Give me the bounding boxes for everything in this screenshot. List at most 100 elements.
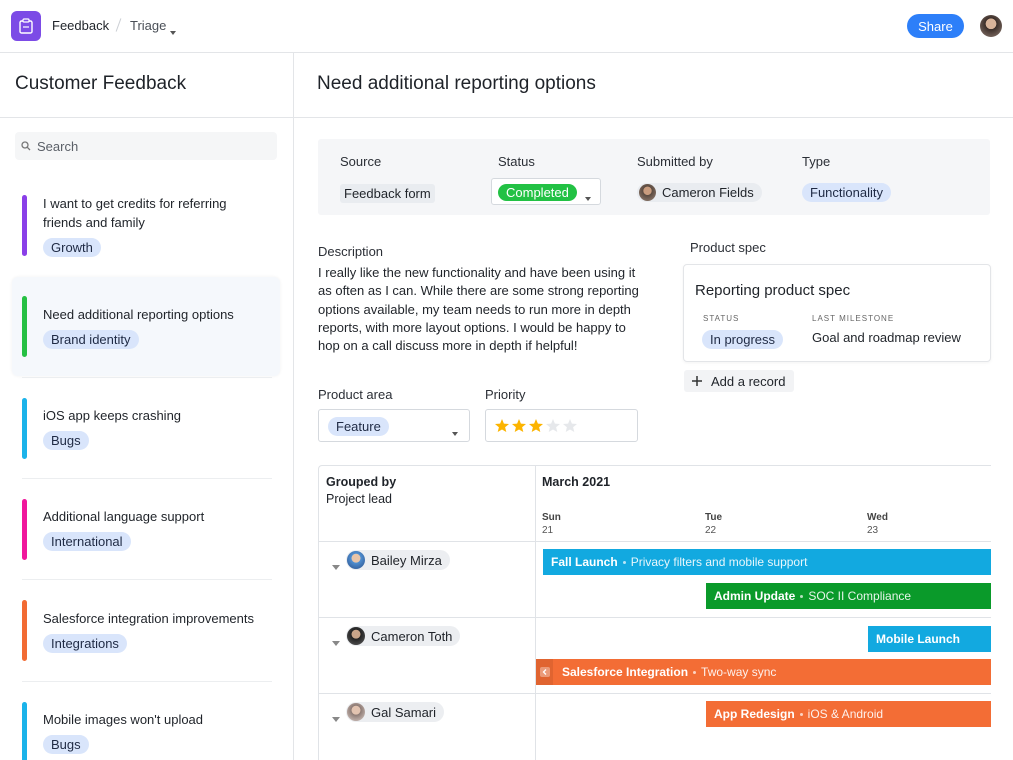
lead-name: Bailey Mirza <box>371 552 442 568</box>
bar-title: Mobile Launch <box>876 632 960 646</box>
icon <box>332 717 340 722</box>
icon <box>332 565 340 570</box>
view-name[interactable]: Triage <box>130 18 167 33</box>
timeline-bar[interactable]: Admin Update SOC II Compliance <box>706 583 991 609</box>
item-tag: Brand identity <box>43 329 139 349</box>
item-tag: Bugs <box>43 735 89 754</box>
collapse-caret[interactable] <box>332 634 340 649</box>
item-content: Mobile images won't upload Bugs <box>43 710 268 754</box>
item-tag: Growth <box>43 238 101 257</box>
bar-separator <box>693 670 697 674</box>
feedback-item[interactable]: Mobile images won't upload Bugs <box>12 682 280 760</box>
icon <box>495 419 509 432</box>
field-label: Type <box>802 154 831 169</box>
timeline-bar[interactable]: Salesforce Integration Two-way sync <box>536 659 991 685</box>
field-label: Submitted by <box>637 154 713 169</box>
icon <box>332 641 340 646</box>
milestone-label: LAST MILESTONE <box>812 314 895 323</box>
item-tag: Integrations <box>43 633 127 653</box>
item-content: Additional language support International <box>43 507 268 552</box>
user-avatar[interactable] <box>980 15 1002 37</box>
item-title: Mobile images won't upload <box>43 712 204 727</box>
product-area-select[interactable]: Feature <box>318 409 470 442</box>
bar-subtitle: Privacy filters and mobile support <box>630 555 808 569</box>
star[interactable] <box>529 419 543 435</box>
lead-chip: Gal Samari <box>346 702 445 722</box>
item-accent <box>22 397 27 459</box>
grouped-by: Grouped by <box>326 475 397 489</box>
item-title: Salesforce integration improvements <box>43 610 254 626</box>
day-name: Wed <box>867 512 888 523</box>
sidebar-border <box>293 53 294 760</box>
bar-separator <box>800 594 804 598</box>
status-pill: Completed <box>498 184 577 201</box>
search-box[interactable]: Search <box>15 132 277 160</box>
lead-name: Cameron Toth <box>371 628 453 644</box>
type-pill: Functionality <box>802 183 891 202</box>
group-field: Project lead <box>326 492 393 506</box>
lead-avatar <box>347 551 365 569</box>
collapse-caret[interactable] <box>332 558 340 573</box>
icon <box>692 376 702 386</box>
search-icon <box>21 141 31 151</box>
star[interactable] <box>512 419 526 435</box>
milestone: Goal and roadmap review <box>812 330 961 345</box>
plus-icon <box>692 376 702 386</box>
month: March 2021 <box>542 475 611 489</box>
lead-avatar <box>347 703 365 721</box>
share-button[interactable]: Share <box>907 14 964 38</box>
field-value: Feedback form <box>340 184 435 203</box>
lead-name: Gal Samari <box>371 704 437 720</box>
bar-subtitle: iOS & Android <box>807 707 884 721</box>
field-label: Status <box>498 154 535 169</box>
item-separator <box>22 680 272 682</box>
feedback-item[interactable]: Additional language support International <box>12 479 280 580</box>
day-name: Tue <box>705 512 723 523</box>
item-title: Need additional reporting options <box>43 306 234 322</box>
feedback-item[interactable]: Need additional reporting options Brand i… <box>12 277 280 377</box>
priority-label: Priority <box>485 387 526 402</box>
star[interactable] <box>563 419 577 435</box>
item-accent <box>22 600 27 662</box>
feedback-item[interactable]: I want to get credits for referring frie… <box>12 175 280 276</box>
field-label: Source <box>340 154 382 169</box>
share-label[interactable]: Share <box>918 18 953 34</box>
timeline: Grouped by Project lead March 2021 Sun 21 Tue… <box>318 465 991 760</box>
day-name: Sun <box>542 512 561 523</box>
timeline-bar[interactable]: Mobile Launch <box>868 626 991 652</box>
search-placeholder: Search <box>37 138 79 154</box>
feedback-item[interactable]: iOS app keeps crashing Bugs <box>12 378 280 479</box>
item-content: iOS app keeps crashing Bugs <box>43 406 268 451</box>
status-select[interactable]: Completed <box>491 178 601 205</box>
item-accent <box>22 296 27 358</box>
collapse-caret[interactable] <box>332 710 340 725</box>
item-tag: Bugs <box>43 431 89 451</box>
star[interactable] <box>495 419 509 435</box>
product-spec-label: Product spec <box>690 240 766 255</box>
timeline-bar[interactable]: App Redesign iOS & Android <box>706 701 991 727</box>
bar-subtitle: SOC II Compliance <box>808 589 912 603</box>
feedback-item[interactable]: Salesforce integration improvements Integ… <box>12 580 280 681</box>
product-area-pill: Feature <box>328 417 389 436</box>
item-tag: International <box>43 532 131 552</box>
timeline-bar[interactable]: Fall Launch Privacy filters and mobile su… <box>543 549 991 575</box>
bar-back-icon <box>536 659 553 685</box>
lead-chip: Bailey Mirza <box>346 550 450 570</box>
select-caret <box>452 424 458 439</box>
icon <box>21 141 31 151</box>
star[interactable] <box>546 419 560 435</box>
icon <box>170 31 176 35</box>
bar-separator <box>799 712 803 716</box>
spec-card[interactable]: Reporting product spec STATUS In progress L… <box>683 264 991 362</box>
add-record-button[interactable]: Add a record <box>684 370 794 392</box>
priority-box <box>485 409 638 442</box>
group-border <box>319 617 991 618</box>
user-chip: Cameron Fields <box>637 183 762 202</box>
app-name[interactable]: Feedback <box>52 18 110 33</box>
breadcrumb-sep <box>115 18 122 32</box>
bar-title: Salesforce Integration <box>562 665 689 679</box>
user-avatar <box>639 184 656 201</box>
spec-title: Reporting product spec <box>695 282 851 299</box>
sidebar-title-border <box>0 117 293 118</box>
group-border <box>319 693 991 694</box>
